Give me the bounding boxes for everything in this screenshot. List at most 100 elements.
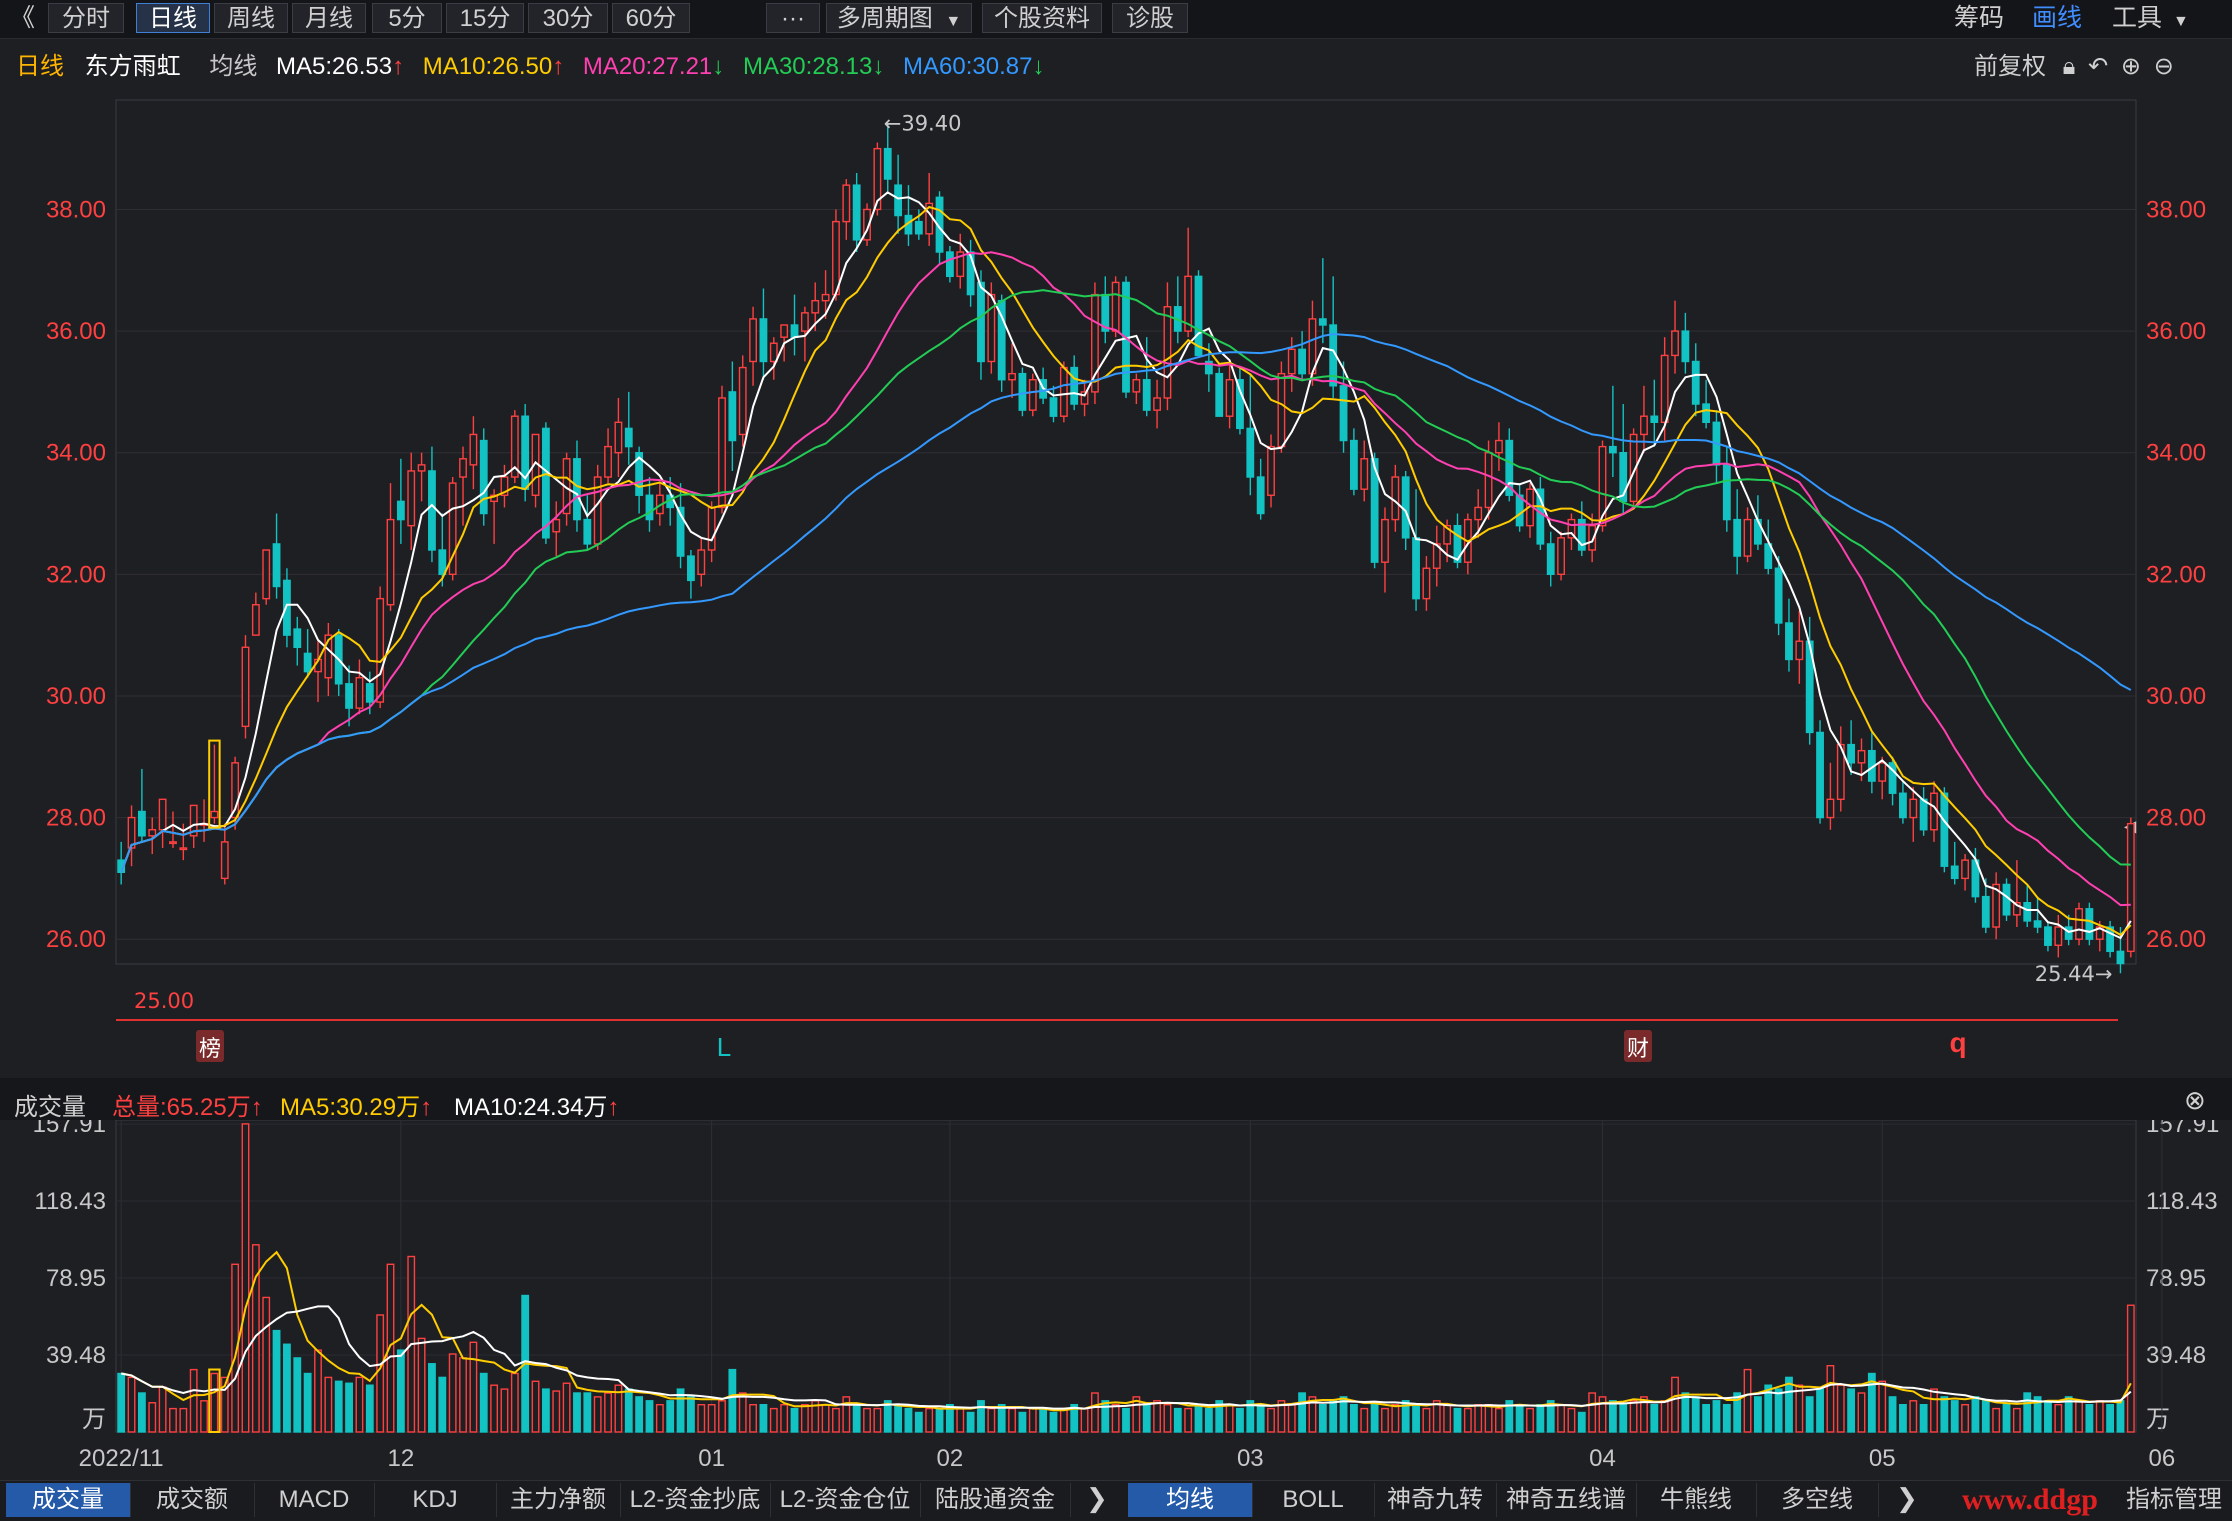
candle-body	[645, 494, 654, 521]
candle-body	[604, 445, 612, 478]
tab-right-3[interactable]: 神奇五线谱	[1496, 1483, 1637, 1517]
tab-right-2[interactable]: 神奇九转	[1374, 1483, 1497, 1517]
candle-body	[1091, 293, 1099, 393]
volume-bar	[469, 1341, 478, 1433]
draw-button[interactable]: 画线	[2032, 4, 2083, 32]
more-button[interactable]: ···	[766, 3, 820, 33]
volume-title[interactable]: 成交量	[14, 1094, 86, 1121]
tab-left-2[interactable]: MACD	[254, 1483, 375, 1517]
volume-bar	[2064, 1396, 2073, 1433]
tools-button[interactable]: 工具 ▼	[2112, 3, 2189, 33]
volume-bar	[1557, 1403, 1565, 1433]
tab-left-5[interactable]: L2-资金抄底	[620, 1483, 771, 1517]
volume-bar	[1111, 1403, 1120, 1433]
arrow-down-icon: ↓	[712, 53, 725, 80]
indicator-manage-button[interactable]: 指标管理	[2116, 1483, 2232, 1517]
volume-bar	[1018, 1411, 1027, 1433]
candle-body	[562, 458, 571, 515]
volume-bar	[1122, 1407, 1130, 1433]
adjust-button[interactable]: 前复权	[1974, 53, 2046, 80]
chevron-right-icon[interactable]: ❯	[1896, 1483, 1918, 1513]
period-7-button[interactable]: 60分	[612, 3, 690, 33]
candle-body	[510, 415, 519, 478]
candle-body	[1785, 622, 1793, 661]
undo-icon[interactable]: ↶	[2088, 53, 2109, 80]
x-tick-label: 02	[937, 1445, 964, 1472]
price-frame	[115, 99, 2137, 965]
ma5-value: MA5:26.53↑	[276, 53, 404, 80]
tab-left-1[interactable]: 成交额	[130, 1483, 255, 1517]
diagnose-button[interactable]: 诊股	[1112, 3, 1188, 33]
candle-body	[2116, 950, 2125, 965]
chips-button[interactable]: 筹码	[1954, 4, 2005, 32]
tab-right-4[interactable]: 牛熊线	[1636, 1483, 1757, 1517]
price-tick-left: 26.00	[46, 926, 106, 953]
volume-bar	[1267, 1407, 1275, 1433]
candle-body	[2002, 883, 2011, 916]
candle-body	[573, 458, 581, 521]
candle-body	[1805, 640, 1814, 734]
candle-body	[904, 214, 913, 235]
ma20-value: MA20:27.21↓	[583, 53, 724, 80]
volume-bar	[1070, 1403, 1079, 1433]
lock-icon[interactable]: 🔒︎	[2062, 53, 2076, 80]
tab-left-3[interactable]: KDJ	[374, 1483, 497, 1517]
volume-bar	[1671, 1376, 1679, 1433]
candle-body	[1277, 372, 1286, 448]
volume-bar	[262, 1296, 271, 1433]
candle-body	[1059, 366, 1068, 417]
candle-body	[1339, 385, 1348, 442]
period-1-button[interactable]: 日线	[136, 3, 210, 33]
zoom-out-icon[interactable]: ⊖	[2153, 53, 2174, 80]
period-6-button[interactable]: 30分	[528, 3, 608, 33]
candle-body	[148, 829, 157, 837]
candle-body	[655, 494, 664, 515]
candle-body	[718, 397, 726, 509]
volume-bar	[1961, 1403, 1969, 1433]
period-0-button[interactable]: 分时	[48, 3, 124, 33]
tab-left-6[interactable]: L2-资金仓位	[770, 1483, 921, 1517]
candle-body	[469, 433, 478, 466]
volume-bar	[1308, 1396, 1317, 1433]
tab-left-0[interactable]: 成交量	[6, 1483, 131, 1517]
tab-right-5[interactable]: 多空线	[1756, 1483, 1879, 1517]
multi-period-button[interactable]: 多周期图 ▼	[826, 3, 972, 33]
candle-body	[883, 147, 892, 180]
tab-right-1[interactable]: BOLL	[1252, 1483, 1375, 1517]
volume-bar	[1847, 1388, 1856, 1433]
tab-right-0[interactable]: 均线	[1128, 1483, 1253, 1517]
period-2-button[interactable]: 周线	[214, 3, 288, 33]
arrow-up-icon: ↑	[552, 53, 565, 80]
volume-bar	[904, 1407, 913, 1433]
zoom-in-icon[interactable]: ⊕	[2120, 53, 2142, 80]
candle-body	[1878, 762, 1887, 782]
period-5-button[interactable]: 15分	[446, 3, 524, 33]
arrow-down-icon: ↓	[1032, 53, 1045, 80]
header-right-tools: 前复权 🔒︎ ↶ ⊕ ⊖	[1974, 46, 2174, 81]
price-tick-right: 34.00	[2146, 440, 2206, 467]
ma-label[interactable]: 均线	[209, 53, 258, 80]
period-4-button[interactable]: 5分	[372, 3, 442, 33]
candle-body	[1867, 749, 1876, 782]
volume-bar	[997, 1403, 1006, 1433]
chevron-right-icon[interactable]: ❯	[1086, 1483, 1108, 1513]
profile-button[interactable]: 个股资料	[982, 3, 1102, 33]
candle-body	[1443, 524, 1452, 545]
candle-body	[2106, 926, 2115, 953]
candle-body	[158, 798, 167, 831]
volume-bar	[821, 1403, 830, 1433]
candle-body	[1153, 397, 1161, 411]
volume-bar	[1329, 1400, 1338, 1433]
close-icon[interactable]: ⊗	[2184, 1085, 2206, 1115]
ma10-text: MA10:26.50	[422, 53, 553, 80]
volume-bar	[873, 1407, 882, 1433]
volume-bar	[324, 1376, 333, 1433]
volume-bar	[1225, 1403, 1234, 1433]
period-3-button[interactable]: 月线	[292, 3, 366, 33]
tab-left-7[interactable]: 陆股通资金	[920, 1483, 1071, 1517]
tab-left-4[interactable]: 主力净额	[496, 1483, 621, 1517]
back-icon[interactable]: 《	[10, 4, 36, 32]
candle-body	[521, 415, 530, 490]
candle-body	[2033, 920, 2042, 928]
